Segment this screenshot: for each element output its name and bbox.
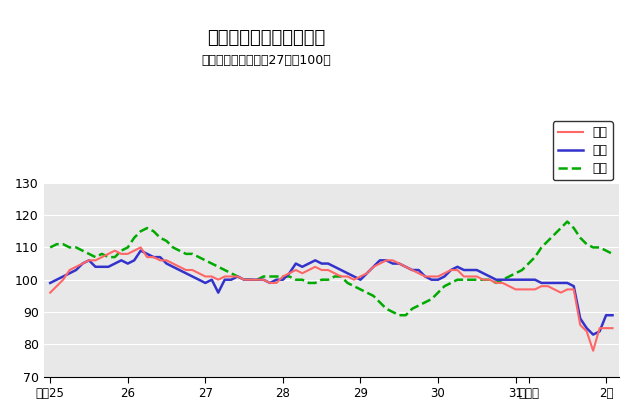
在庫 [325, 277, 332, 282]
出荷 [331, 264, 339, 269]
在庫 [609, 251, 616, 256]
生産 [60, 277, 67, 282]
在庫 [376, 300, 384, 305]
生産 [214, 277, 222, 282]
生産 [137, 245, 145, 250]
出荷 [46, 281, 54, 286]
Line: 生産: 生産 [50, 247, 612, 351]
在庫 [564, 219, 571, 224]
Text: （季節調整済、平成27年＝100）: （季節調整済、平成27年＝100） [202, 54, 331, 67]
Line: 在庫: 在庫 [50, 222, 612, 315]
在庫 [493, 281, 500, 286]
生産 [493, 281, 500, 286]
生産 [208, 274, 216, 279]
Legend: 生産, 出荷, 在庫: 生産, 出荷, 在庫 [553, 121, 612, 180]
生産 [382, 258, 390, 263]
Text: 鳥取県鉱工業指数の推移: 鳥取県鉱工業指数の推移 [207, 29, 325, 47]
出荷 [208, 277, 216, 282]
在庫 [202, 258, 209, 263]
生産 [590, 348, 597, 353]
在庫 [208, 261, 216, 266]
在庫 [46, 245, 54, 250]
出荷 [382, 258, 390, 263]
出荷 [60, 274, 67, 279]
生産 [46, 290, 54, 295]
在庫 [60, 242, 67, 247]
生産 [609, 326, 616, 331]
Line: 出荷: 出荷 [50, 251, 612, 334]
出荷 [590, 332, 597, 337]
出荷 [493, 277, 500, 282]
在庫 [396, 313, 403, 318]
出荷 [609, 313, 616, 318]
生産 [331, 271, 339, 276]
出荷 [214, 290, 222, 295]
出荷 [137, 248, 145, 253]
